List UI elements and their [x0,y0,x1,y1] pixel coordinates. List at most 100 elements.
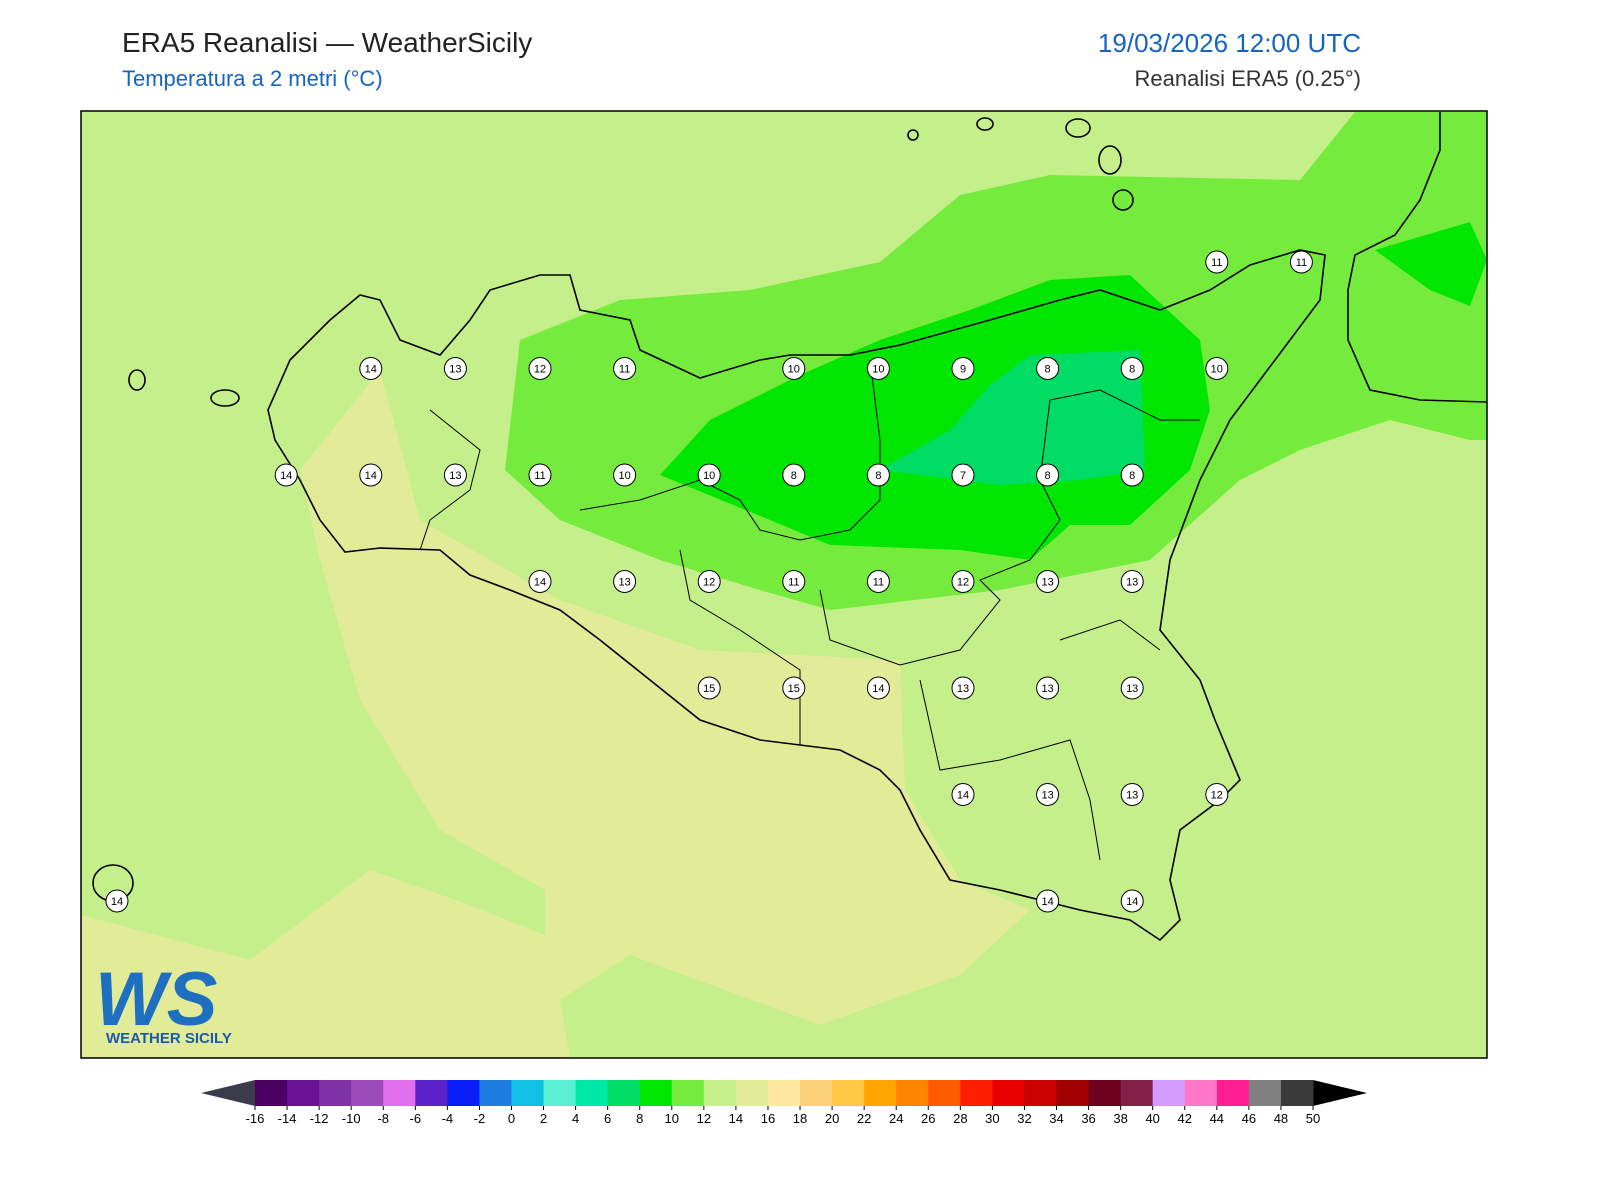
station-value: 13 [1041,683,1053,695]
colorbar-tick-label: 48 [1274,1111,1288,1126]
colorbar-tick-label: 14 [729,1111,743,1126]
colorbar-segment [1248,1080,1282,1106]
station-marker [1036,357,1060,380]
colorbar-tick-label: 36 [1081,1111,1095,1126]
subtitle: Temperatura a 2 metri (°C) [122,66,383,91]
island [1098,145,1122,175]
colorbar-tick-label: -4 [442,1111,454,1126]
station-value: 11 [873,577,884,589]
station-marker [1120,676,1144,700]
colorbar-under [201,1080,255,1106]
colorbar-tick-label: 46 [1242,1111,1256,1126]
station-value: 13 [957,683,969,695]
colorbar-segment [1024,1080,1058,1106]
station-marker [697,570,721,593]
station-marker [1120,889,1144,913]
station-value: 14 [365,470,377,482]
station-marker [1120,357,1144,380]
colorbar-tick-label: -10 [342,1111,361,1126]
colorbar-segment [992,1080,1025,1106]
contour-band [1375,222,1487,306]
colorbar-segment [928,1080,961,1106]
logo: WS WEATHER SICILY [95,957,232,1047]
colorbar-segment [639,1080,673,1106]
colorbar-segment [1120,1080,1154,1106]
contour-band [660,275,1210,560]
station-value: 10 [788,364,800,376]
map-frame [80,110,1488,1059]
colorbar-over [1313,1080,1367,1106]
colorbar-tick-label: 42 [1178,1111,1192,1126]
station-marker [1036,570,1060,593]
colorbar-segment [351,1080,384,1106]
station-value: 7 [960,470,966,482]
colorbar-segment [735,1080,769,1106]
coastline [92,112,1487,942]
colorbar-segment [319,1080,352,1106]
station-marker [1289,250,1313,274]
colorbar-tick-label: 20 [825,1111,839,1126]
island [907,129,919,141]
colorbar-segment [1184,1080,1218,1106]
station-value: 13 [449,364,461,376]
colorbar-segment [607,1080,641,1106]
sicily-coast [267,249,1326,942]
colorbar-segment [1088,1080,1122,1106]
station-value: 13 [1126,683,1138,695]
contour-band [81,370,1030,1058]
station-marker [782,676,806,700]
station-marker [951,676,975,700]
colorbar-segment [511,1080,545,1106]
colorbar-tick-label: 44 [1210,1111,1224,1126]
logo-mark: WS [95,957,217,1042]
station-marker [1120,570,1144,593]
colorbar-segment [575,1080,609,1106]
colorbar-tick-label: 32 [1017,1111,1031,1126]
station-value: 13 [1126,790,1138,802]
station-value: 14 [534,577,546,589]
station-value: 8 [1045,470,1051,482]
station-value: 11 [534,470,545,482]
colorbar-tick-label: 0 [508,1111,515,1126]
station-marker [1205,357,1229,380]
title: ERA5 Reanalisi — WeatherSicily [122,27,532,58]
colorbar-tick-label: 40 [1145,1111,1159,1126]
station-value: 11 [619,364,630,376]
station-value: 14 [957,790,969,802]
station-marker [528,357,552,380]
colorbar-segment [864,1080,897,1106]
island [976,117,994,131]
station-marker [443,463,467,487]
island [1065,118,1091,138]
station-marker [951,357,975,380]
station-marker [1036,676,1060,700]
station-value: 9 [960,364,966,376]
station-marker [782,570,806,593]
colorbar-segment [543,1080,577,1106]
colorbar-segment [415,1080,448,1106]
colorbar-segment [287,1080,320,1106]
station-marker [1036,783,1060,806]
station-value: 14 [1126,896,1138,908]
colorbar-tick-label: 38 [1113,1111,1127,1126]
colorbar-tick-label: 28 [953,1111,967,1126]
colorbar-segment [1152,1080,1186,1106]
station-marker [697,463,721,487]
station-marker [866,570,890,593]
station-marker [613,357,637,380]
island [128,369,146,391]
colorbar-segment [255,1080,288,1106]
station-value: 10 [1211,364,1223,376]
colorbar-tick-label: 24 [889,1111,903,1126]
colorbar-segment [479,1080,512,1106]
station-marker [1205,783,1229,806]
station-marker [782,463,806,487]
colorbar-segment [383,1080,416,1106]
colorbar-segment [800,1080,833,1106]
colorbar-tick-label: -8 [377,1111,389,1126]
station-value: 14 [872,683,884,695]
station-value: 12 [703,577,715,589]
colorbar-tick-label: -6 [410,1111,422,1126]
station-marker [951,783,975,806]
